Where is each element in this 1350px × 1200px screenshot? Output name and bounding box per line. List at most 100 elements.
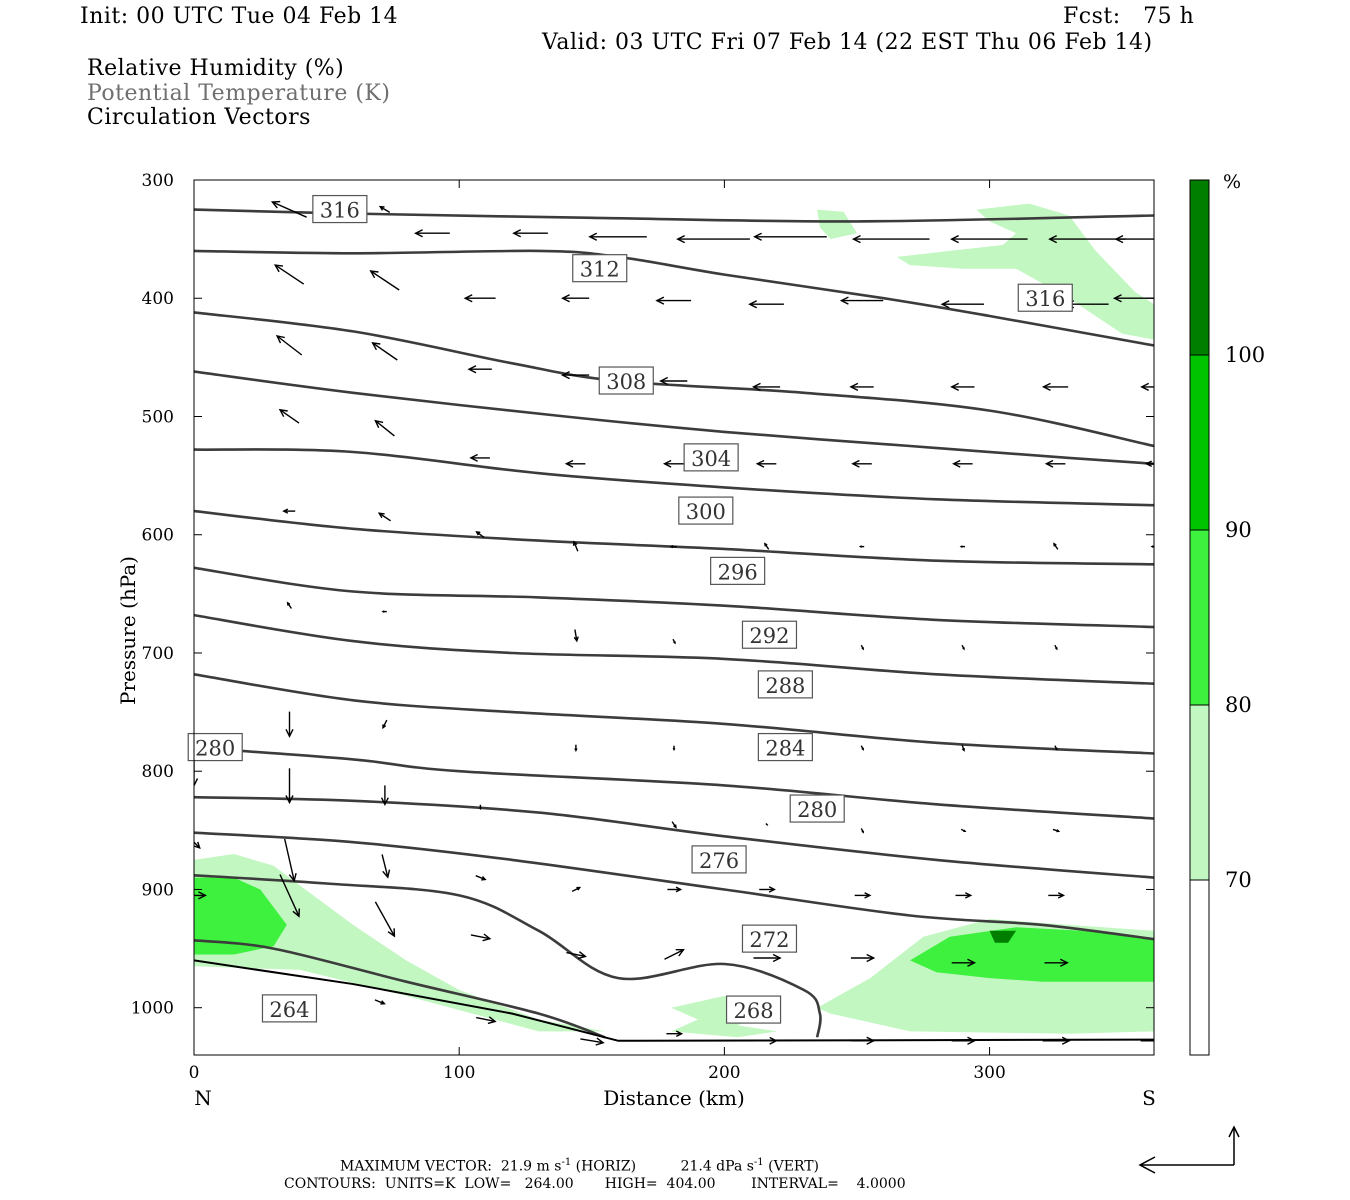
exponent-horiz: -1 xyxy=(561,1157,572,1168)
circulation-vector xyxy=(1053,542,1059,550)
vector-head xyxy=(270,200,281,209)
vector-head xyxy=(1144,460,1153,468)
vector-head xyxy=(864,892,872,899)
colorbar-unit: % xyxy=(1223,171,1241,193)
vector-head xyxy=(487,1016,497,1025)
circulation-vector xyxy=(469,453,490,462)
vector-head xyxy=(659,376,669,386)
circulation-vector xyxy=(1054,644,1058,651)
circulation-vector xyxy=(759,886,776,893)
vector-shaft xyxy=(274,264,305,285)
circulation-vector xyxy=(676,234,750,244)
vector-head xyxy=(382,869,391,879)
x-axis-label: Distance (km) xyxy=(603,1086,745,1110)
vector-shaft xyxy=(664,949,684,960)
vector-head xyxy=(1057,892,1066,899)
circulation-vector xyxy=(286,601,292,609)
circulation-vector xyxy=(574,744,578,752)
vector-shaft xyxy=(566,951,586,958)
circulation-vector xyxy=(479,804,482,811)
circulation-vector xyxy=(476,1016,497,1025)
circulation-vector xyxy=(564,459,586,468)
field-label-vectors: Circulation Vectors xyxy=(87,105,311,130)
rh-region-rh80-6 xyxy=(910,927,1154,982)
circulation-vector xyxy=(1041,382,1069,392)
contour-label-box xyxy=(261,994,318,1023)
vector-head xyxy=(1055,647,1058,651)
vector-head xyxy=(1048,234,1058,244)
isentrope-264 xyxy=(194,939,606,1039)
circulation-vector xyxy=(666,1030,684,1038)
contour-info: CONTOURS: UNITS=K LOW= 264.00 HIGH= 404.… xyxy=(284,1176,906,1192)
contour-label-box xyxy=(187,732,243,762)
circulation-vector xyxy=(659,376,688,386)
max-vector-vert-unit: (VERT) xyxy=(763,1158,820,1175)
circulation-vector xyxy=(748,300,784,309)
circulation-vector xyxy=(765,823,769,826)
reference-vector-icon xyxy=(1138,1125,1240,1174)
contour-label: 288 xyxy=(765,674,805,698)
vector-head xyxy=(655,296,665,305)
y-axis-label: Pressure (hPa) xyxy=(116,556,140,705)
vector-head xyxy=(753,232,762,241)
init-time: Init: 00 UTC Tue 04 Feb 14 xyxy=(80,4,399,29)
vector-shaft xyxy=(279,874,300,917)
vector-shaft xyxy=(374,901,396,937)
vector-shaft xyxy=(475,875,486,881)
circulation-vector xyxy=(959,545,965,548)
contour-label: 300 xyxy=(686,500,726,524)
vector-head xyxy=(576,886,582,891)
circulation-vector xyxy=(1140,382,1154,392)
max-vector-info: MAXIMUM VECTOR: 21.9 m s-1 (HORIZ) 21.4 … xyxy=(340,1157,819,1175)
rh-region-rh80-5 xyxy=(194,877,287,955)
isentrope-316 xyxy=(194,208,1154,223)
circulation-vector xyxy=(763,542,770,550)
y-tick-label: 1000 xyxy=(131,999,174,1019)
circulation-vector xyxy=(378,205,391,214)
vector-shaft xyxy=(284,838,295,881)
rh-region-rh100-7 xyxy=(989,930,1017,943)
circulation-vector xyxy=(664,949,685,960)
circulation-vector xyxy=(671,821,677,829)
contour-labels: 316 312 308 304 300 296 292 288 284 280 280 276 272 2… xyxy=(187,194,1073,1024)
rh-shading xyxy=(194,203,1154,1038)
circulation-vector xyxy=(381,610,387,613)
vector-shaft xyxy=(580,1038,604,1044)
vector-head xyxy=(675,1030,684,1038)
circulation-vector xyxy=(194,891,207,900)
vector-shaft xyxy=(381,854,389,878)
vector-head xyxy=(662,459,672,468)
circulation-vector xyxy=(377,512,391,522)
vector-head xyxy=(1056,829,1061,833)
circulation-vector xyxy=(573,629,579,643)
circulation-vector xyxy=(1044,958,1069,967)
vector-head xyxy=(952,459,961,468)
circulation-vector xyxy=(950,234,1028,244)
contour-label-box xyxy=(741,924,798,953)
circulation-vector xyxy=(952,459,973,468)
vector-head xyxy=(1150,545,1154,548)
axes: 300 400 500 600 700 800 900 1000 0 100 200 300 xyxy=(131,171,1154,1083)
max-vector-horiz-unit: (HORIZ) xyxy=(571,1158,637,1175)
contour-label: 272 xyxy=(749,928,789,952)
vector-shaft xyxy=(574,629,578,642)
vector-head xyxy=(849,382,859,392)
vector-head xyxy=(1059,958,1069,967)
rh-region-rh70-4 xyxy=(896,203,1154,340)
circulation-vector xyxy=(854,892,872,899)
circulation-vector xyxy=(753,953,782,963)
circulation-vector xyxy=(1144,460,1154,468)
contour-label: 276 xyxy=(699,849,739,873)
contour-label: 284 xyxy=(765,737,805,761)
contour-label-box xyxy=(710,556,766,585)
isentrope-288 xyxy=(194,613,1154,685)
vector-head xyxy=(755,459,765,468)
vector-head xyxy=(482,933,492,942)
contour-label-box xyxy=(598,366,654,395)
circulation-vector xyxy=(1140,1040,1154,1042)
circulation-vector xyxy=(951,958,977,967)
vector-head xyxy=(1114,234,1124,244)
vector-head xyxy=(1044,459,1054,468)
vector-head xyxy=(479,806,482,811)
contour-label-box xyxy=(741,620,798,649)
